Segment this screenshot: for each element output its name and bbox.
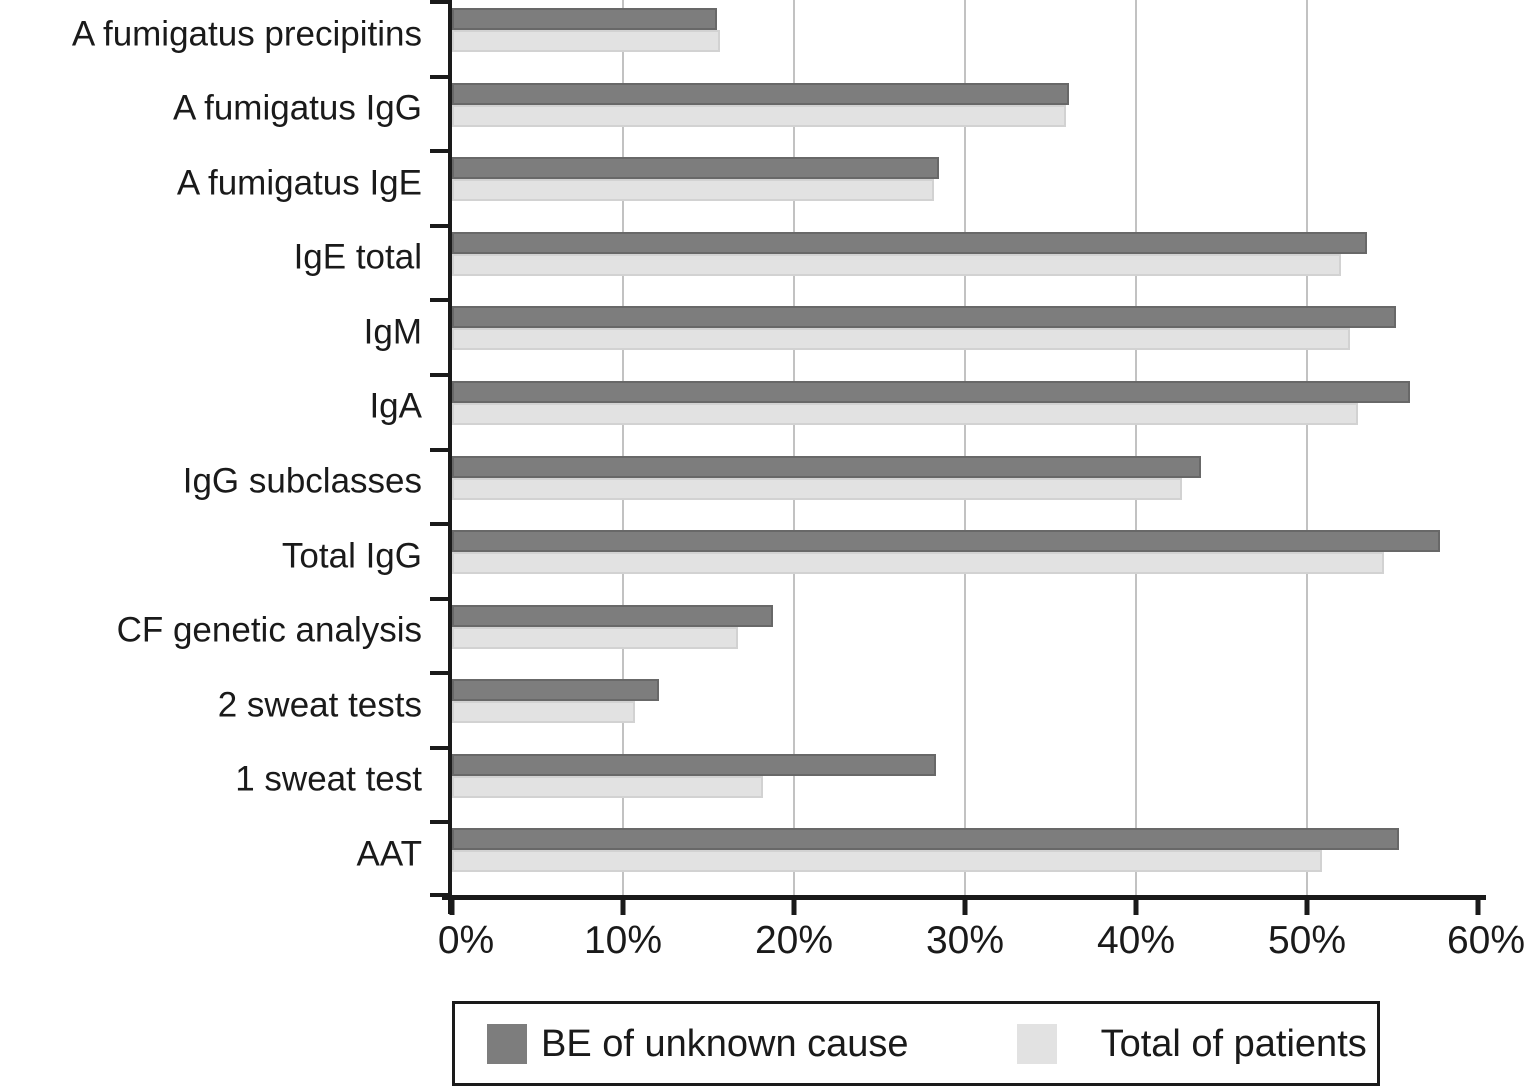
category-label: IgA	[369, 386, 422, 426]
y-axis-tick	[430, 298, 452, 303]
legend-swatch-be-of-unknown-cause	[487, 1023, 527, 1064]
x-axis-tick	[1133, 895, 1139, 915]
gridline-50-percent	[1306, 0, 1308, 895]
category-label: IgG subclasses	[182, 461, 422, 501]
category-label: IgE total	[293, 237, 422, 277]
y-axis-tick	[430, 820, 452, 825]
bar-total-patients	[452, 701, 635, 724]
category-label: CF genetic analysis	[116, 610, 422, 650]
bar-total-patients	[452, 179, 935, 202]
y-axis-tick	[430, 671, 452, 676]
x-axis-tick	[1475, 895, 1481, 915]
category-label: A fumigatus precipitins	[71, 14, 422, 54]
gridline-10-percent	[622, 0, 624, 895]
plot-area: 0% 10% 20% 30% 40% 50% 60%	[430, 0, 1525, 962]
x-axis-tick-label: 50%	[1267, 919, 1347, 962]
bar-be-unknown-cause	[452, 530, 1441, 553]
bar-be-unknown-cause	[452, 753, 936, 776]
y-axis-tick	[430, 223, 452, 228]
x-axis-tick-label: 0%	[437, 919, 495, 962]
legend-label-be-of-unknown-cause: BE of unknown cause	[541, 1022, 909, 1065]
x-axis-tick-label: 10%	[583, 919, 663, 962]
bar-be-unknown-cause	[452, 157, 940, 180]
y-axis-tick	[430, 149, 452, 154]
x-axis-tick	[620, 895, 626, 915]
category-label: A fumigatus IgG	[172, 88, 422, 128]
bar-total-patients	[452, 104, 1066, 127]
category-labels: A fumigatus precipitins A fumigatus IgG A …	[0, 0, 436, 895]
category-label: Total IgG	[281, 536, 422, 576]
x-axis-tick	[791, 895, 797, 915]
category-label: IgM	[363, 312, 422, 352]
gridline-30-percent	[964, 0, 966, 895]
bar-total-patients	[452, 253, 1342, 276]
x-axis-tick-label: 30%	[925, 919, 1005, 962]
y-axis-tick	[430, 522, 452, 527]
bar-be-unknown-cause	[452, 231, 1367, 254]
bar-be-unknown-cause	[452, 82, 1070, 105]
legend-label-total-of-patients: Total of patients	[1100, 1022, 1367, 1065]
bar-be-unknown-cause	[452, 828, 1400, 851]
bar-be-unknown-cause	[452, 604, 774, 627]
category-label: 1 sweat test	[235, 759, 422, 799]
x-axis-tick-label: 60%	[1446, 919, 1526, 962]
bar-be-unknown-cause	[452, 306, 1396, 329]
bar-total-patients	[452, 552, 1384, 575]
category-label: 2 sweat tests	[217, 685, 422, 725]
y-axis-tick	[430, 893, 452, 897]
bar-total-patients	[452, 402, 1359, 425]
x-axis-tick-label: 40%	[1096, 919, 1176, 962]
legend: BE of unknown cause Total of patients	[452, 1001, 1380, 1086]
y-axis-tick	[430, 0, 452, 4]
bar-total-patients	[452, 775, 764, 798]
legend-swatch-total-of-patients	[1016, 1023, 1057, 1064]
x-axis-tick	[962, 895, 968, 915]
category-label: AAT	[356, 834, 422, 874]
y-axis-tick	[430, 745, 452, 750]
bar-total-patients	[452, 477, 1183, 500]
bar-total-patients	[452, 30, 721, 52]
x-axis-tick	[1304, 895, 1310, 915]
gridline-20-percent	[793, 0, 795, 895]
bar-be-unknown-cause	[452, 679, 659, 702]
y-axis-tick	[430, 596, 452, 601]
bar-total-patients	[452, 850, 1323, 873]
bar-be-unknown-cause	[452, 455, 1201, 478]
x-axis-tick	[449, 895, 455, 915]
category-label: A fumigatus IgE	[176, 163, 422, 203]
bar-be-unknown-cause	[452, 380, 1410, 403]
gridline-40-percent	[1135, 0, 1137, 895]
bar-total-patients	[452, 626, 738, 649]
y-axis-tick	[430, 447, 452, 452]
bar-be-unknown-cause	[452, 8, 718, 30]
y-axis-tick	[430, 74, 452, 79]
y-axis	[448, 0, 452, 914]
x-axis-tick-label: 20%	[754, 919, 834, 962]
y-axis-tick	[430, 372, 452, 377]
bar-total-patients	[452, 328, 1350, 351]
